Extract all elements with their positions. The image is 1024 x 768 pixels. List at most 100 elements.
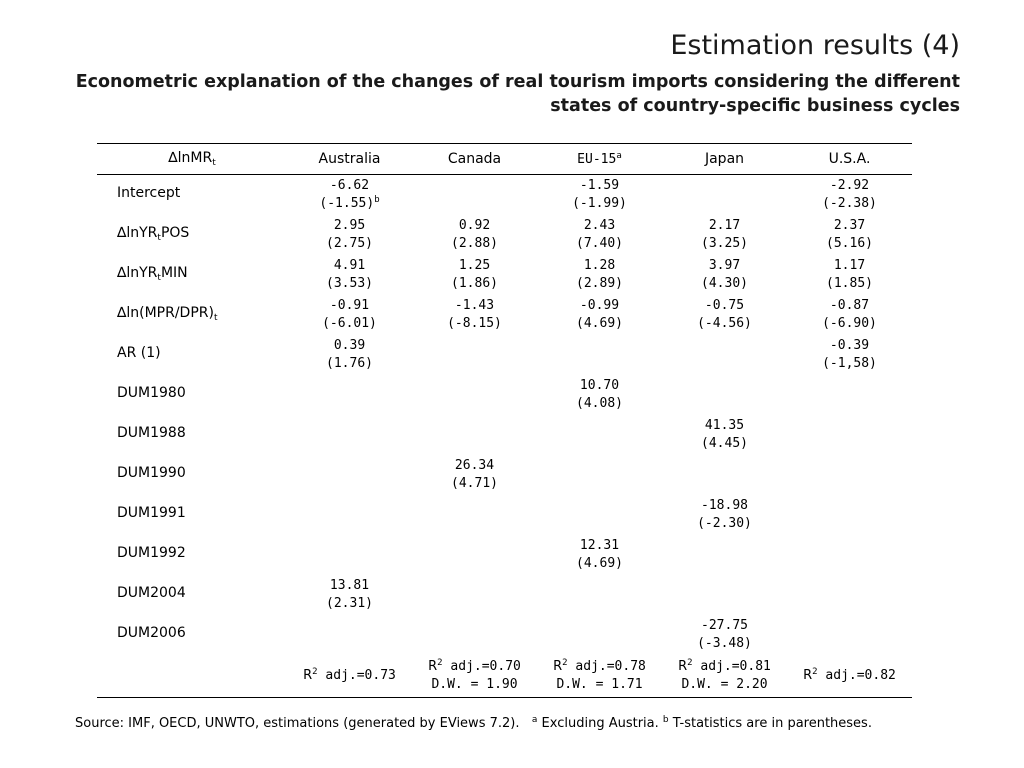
cell-australia: 13.81 (2.31) xyxy=(287,575,412,615)
cell-canada xyxy=(412,375,537,415)
cell-eu: 10.70 (4.08) xyxy=(537,375,662,415)
cell-usa: 1.17 (1.85) xyxy=(787,255,912,295)
cell-australia xyxy=(287,415,412,455)
t-statistic: (2.75) xyxy=(326,236,373,251)
table-row: DUM1980 10.70 (4.08) xyxy=(97,375,912,415)
footnote-a-text: Excluding Austria. xyxy=(541,716,659,731)
cell-canada xyxy=(412,175,537,216)
cell-canada xyxy=(412,415,537,455)
t-statistic: (-2.30) xyxy=(697,516,752,531)
cell-japan xyxy=(662,175,787,216)
cell-japan xyxy=(662,455,787,495)
cell-eu xyxy=(537,415,662,455)
fit-japan: R2 adj.=0.81 D.W. = 2.20 xyxy=(662,655,787,698)
t-statistic: (1.76) xyxy=(326,356,373,371)
coefficient: 10.70 xyxy=(579,378,620,393)
fit-canada: R2 adj.=0.70 D.W. = 1.90 xyxy=(412,655,537,698)
cell-eu xyxy=(537,455,662,495)
cell-japan xyxy=(662,375,787,415)
cell-usa: 2.37 (5.16) xyxy=(787,215,912,255)
cell-usa xyxy=(787,575,912,615)
t-statistic: (-8.15) xyxy=(447,316,502,331)
t-statistic: (7.40) xyxy=(576,236,623,251)
cell-eu xyxy=(537,575,662,615)
coefficient: -0.91 xyxy=(329,298,370,313)
coefficient: -1.59 xyxy=(579,178,620,193)
cell-canada: 0.92 (2.88) xyxy=(412,215,537,255)
variable-label: DUM1990 xyxy=(117,464,186,481)
t-statistic: (4.69) xyxy=(576,556,623,571)
table-row: ∆lnYRtMIN 4.91 (3.53) 1.25 (1.86) 1.28 (2.89) 3… xyxy=(97,255,912,295)
coefficient: 12.31 xyxy=(579,538,620,553)
table-row: DUM1991 -18.98 (-2.30) xyxy=(97,495,912,535)
cell-japan: -0.75 (-4.56) xyxy=(662,295,787,335)
t-statistic: (2.88) xyxy=(451,236,498,251)
t-statistic: (1.85) xyxy=(826,276,873,291)
variable-label: DUM1980 xyxy=(117,384,186,401)
t-statistic: (-1.55)b xyxy=(319,195,380,212)
fit-usa: R2 adj.=0.82 xyxy=(787,655,912,698)
coefficient: 2.17 xyxy=(708,218,741,233)
variable-label: DUM2004 xyxy=(117,584,186,601)
cell-japan xyxy=(662,575,787,615)
cell-australia: 2.95 (2.75) xyxy=(287,215,412,255)
coefficient: -6.62 xyxy=(329,178,370,193)
cell-japan: -27.75 (-3.48) xyxy=(662,615,787,655)
coefficient: 41.35 xyxy=(704,418,745,433)
header-usa: U.S.A. xyxy=(787,143,912,175)
source-text: Source: IMF, OECD, UNWTO, estimations (g… xyxy=(75,716,520,731)
table-row: DUM2004 13.81 (2.31) xyxy=(97,575,912,615)
coefficient: 4.91 xyxy=(333,258,366,273)
cell-eu xyxy=(537,335,662,375)
cell-eu: -0.99 (4.69) xyxy=(537,295,662,335)
cell-eu: -1.59 (-1.99) xyxy=(537,175,662,216)
cell-usa xyxy=(787,375,912,415)
t-statistic: (4.71) xyxy=(451,476,498,491)
table-row: DUM1992 12.31 (4.69) xyxy=(97,535,912,575)
coefficient: -18.98 xyxy=(701,498,748,513)
t-statistic: (1.86) xyxy=(451,276,498,291)
coefficient: 0.92 xyxy=(458,218,491,233)
variable-label: ∆lnYRtPOS xyxy=(117,224,190,243)
cell-usa xyxy=(787,415,912,455)
estimation-table-container: ∆lnMRt Australia Canada EU-15a Japan U.S… xyxy=(97,143,912,698)
coefficient: 13.81 xyxy=(329,578,370,593)
coefficient: 3.97 xyxy=(708,258,741,273)
coefficient: -27.75 xyxy=(701,618,748,633)
variable-label: DUM2006 xyxy=(117,624,186,641)
coefficient: 2.95 xyxy=(333,218,366,233)
cell-australia xyxy=(287,495,412,535)
cell-japan xyxy=(662,535,787,575)
cell-eu: 1.28 (2.89) xyxy=(537,255,662,295)
variable-label: AR (1) xyxy=(117,344,161,361)
cell-usa xyxy=(787,455,912,495)
cell-australia xyxy=(287,615,412,655)
cell-canada: -1.43 (-8.15) xyxy=(412,295,537,335)
t-statistic: (-2.38) xyxy=(822,196,877,211)
cell-usa xyxy=(787,495,912,535)
header-japan: Japan xyxy=(662,143,787,175)
cell-usa: -2.92 (-2.38) xyxy=(787,175,912,216)
t-statistic: (-1,58) xyxy=(822,356,877,371)
coefficient: 1.25 xyxy=(458,258,491,273)
coefficient: -1.43 xyxy=(454,298,495,313)
source-note: Source: IMF, OECD, UNWTO, estimations (g… xyxy=(75,716,872,732)
table-body: Intercept -6.62 (-1.55)b -1.59 (-1.99) -2.92 (… xyxy=(97,175,912,698)
table-row: AR (1) 0.39 (1.76) -0.39 (-1,58) xyxy=(97,335,912,375)
cell-canada xyxy=(412,495,537,535)
table-row: DUM2006 -27.75 (-3.48) xyxy=(97,615,912,655)
t-statistic: (4.30) xyxy=(701,276,748,291)
coefficient: 2.43 xyxy=(583,218,616,233)
coefficient: -0.75 xyxy=(704,298,745,313)
coefficient: 2.37 xyxy=(833,218,866,233)
t-statistic: (-6.01) xyxy=(322,316,377,331)
t-statistic: (-4.56) xyxy=(697,316,752,331)
cell-canada xyxy=(412,615,537,655)
cell-japan: 41.35 (4.45) xyxy=(662,415,787,455)
t-statistic: (4.08) xyxy=(576,396,623,411)
cell-canada xyxy=(412,575,537,615)
table-row: ∆ln(MPR/DPR)t -0.91 (-6.01) -1.43 (-8.15) -0.… xyxy=(97,295,912,335)
header-eu15: EU-15a xyxy=(537,143,662,175)
variable-label: ∆lnYRtMIN xyxy=(117,264,188,283)
cell-usa xyxy=(787,615,912,655)
